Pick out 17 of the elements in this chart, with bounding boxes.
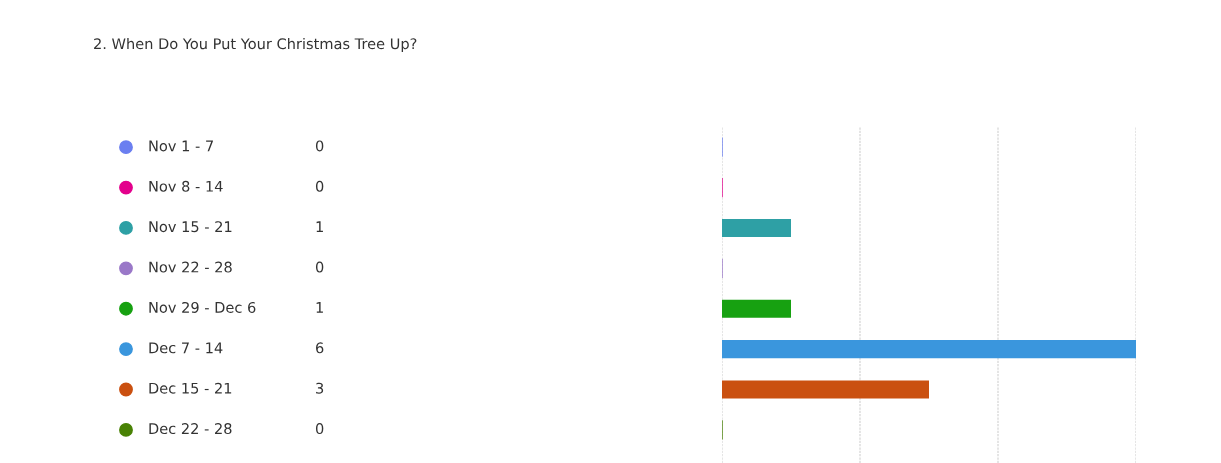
data-label: 0 bbox=[315, 423, 324, 435]
text: 2. When Do You Put Your Christmas Tree Up? bbox=[94, 37, 417, 53]
y-tick-label: Nov 8 - 14 bbox=[149, 180, 223, 192]
data-label: 1 bbox=[316, 221, 323, 232]
data-label: 0 bbox=[315, 180, 324, 192]
y-tick-label: Nov 1 - 7 bbox=[149, 140, 213, 152]
data-label: 0 bbox=[315, 261, 324, 273]
data-label: 0 bbox=[315, 140, 324, 152]
y-tick-label: Nov 29 - Dec 6 bbox=[149, 301, 256, 313]
data-label: 6 bbox=[316, 342, 324, 354]
data-label: 1 bbox=[316, 302, 323, 313]
y-tick-label: Nov 22 - 28 bbox=[149, 261, 232, 273]
y-tick-label: Nov 15 - 21 bbox=[149, 221, 232, 233]
data-label: 3 bbox=[316, 382, 324, 394]
y-tick-label: Dec 15 - 21 bbox=[149, 382, 232, 394]
y-tick-label: Dec 7 - 14 bbox=[149, 342, 223, 354]
y-tick-label: Dec 22 - 28 bbox=[149, 423, 232, 435]
